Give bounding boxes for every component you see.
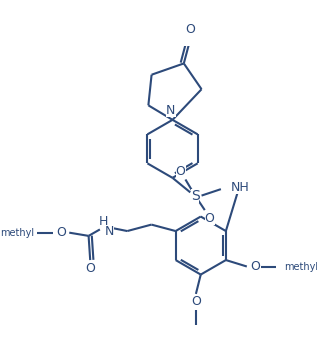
Text: H: H: [98, 215, 108, 228]
Text: N: N: [166, 104, 176, 117]
Text: methyl: methyl: [0, 228, 34, 238]
Text: O: O: [205, 212, 215, 225]
Text: methyl: methyl: [284, 261, 317, 271]
Text: O: O: [250, 260, 260, 273]
Text: O: O: [191, 295, 201, 309]
Text: NH: NH: [230, 181, 249, 194]
Text: O: O: [176, 165, 185, 178]
Text: S: S: [191, 189, 199, 203]
Text: O: O: [56, 226, 66, 239]
Text: N: N: [105, 224, 114, 238]
Text: O: O: [85, 262, 95, 275]
Text: O: O: [185, 23, 195, 36]
